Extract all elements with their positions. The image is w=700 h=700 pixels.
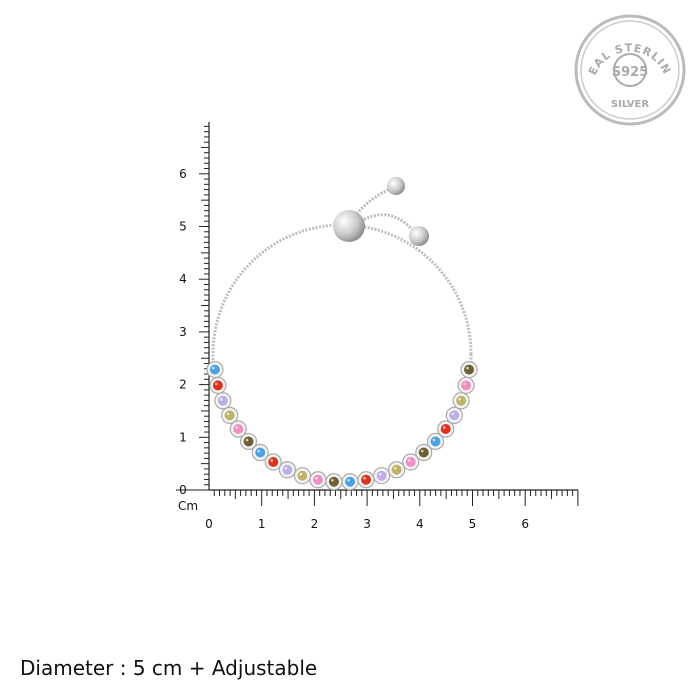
bracelet bbox=[206, 177, 478, 491]
gemstone bbox=[445, 406, 463, 424]
gemstone bbox=[457, 376, 475, 395]
diameter-caption: Diameter : 5 cm + Adjustable bbox=[20, 656, 318, 680]
ruler-x-label: 6 bbox=[521, 517, 529, 531]
gemstone bbox=[426, 432, 445, 451]
gemstone bbox=[402, 453, 420, 471]
ruler-y-label: 3 bbox=[179, 325, 187, 339]
sterling-silver-badge: S925 REAL STERLING SILVER bbox=[0, 0, 686, 126]
gemstone bbox=[452, 392, 470, 410]
gemstone bbox=[214, 392, 232, 410]
gemstone bbox=[415, 443, 433, 462]
gemstone bbox=[239, 432, 258, 451]
gemstone bbox=[373, 467, 391, 485]
bracelet-chain bbox=[211, 223, 473, 485]
ruler-x-label: 5 bbox=[469, 517, 477, 531]
gemstone bbox=[325, 473, 343, 491]
gemstone bbox=[221, 406, 239, 424]
ruler-y-label: 4 bbox=[179, 272, 187, 286]
gemstone bbox=[278, 461, 296, 479]
ruler-y-label: 6 bbox=[179, 167, 187, 181]
gemstone bbox=[209, 376, 227, 395]
gemstone bbox=[309, 471, 327, 489]
ruler-y-label: 0 bbox=[179, 483, 187, 497]
gemstone bbox=[388, 461, 406, 479]
ruler: 0 1 2 3 4 5 6 0 1 2 3 4 5 6 bbox=[176, 122, 579, 531]
gemstone bbox=[264, 453, 282, 471]
gemstone bbox=[229, 420, 247, 438]
ruler-x-label: 0 bbox=[205, 517, 213, 531]
end-bead bbox=[387, 177, 405, 195]
badge-bottom-text: SILVER bbox=[611, 99, 649, 110]
gemstone bbox=[460, 360, 478, 379]
gemstone bbox=[341, 473, 359, 491]
end-bead bbox=[409, 226, 429, 246]
ruler-x-label: 4 bbox=[416, 517, 424, 531]
gemstone bbox=[251, 443, 269, 462]
badge-top-text: REAL STERLING bbox=[0, 0, 674, 77]
ruler-x-label: 2 bbox=[311, 517, 319, 531]
ruler-y-label: 1 bbox=[179, 430, 187, 444]
gemstone bbox=[206, 360, 224, 379]
gemstone bbox=[357, 471, 375, 489]
gemstone bbox=[437, 420, 455, 438]
ruler-x-label: 3 bbox=[363, 517, 371, 531]
ruler-unit-label: Cm bbox=[178, 499, 198, 513]
gemstone bbox=[293, 467, 311, 485]
ruler-y-label: 2 bbox=[179, 378, 187, 392]
slider-bead bbox=[333, 210, 365, 242]
ruler-y-label: 5 bbox=[179, 220, 187, 234]
ruler-x-label: 1 bbox=[258, 517, 266, 531]
badge-center-text: S925 bbox=[612, 65, 649, 80]
